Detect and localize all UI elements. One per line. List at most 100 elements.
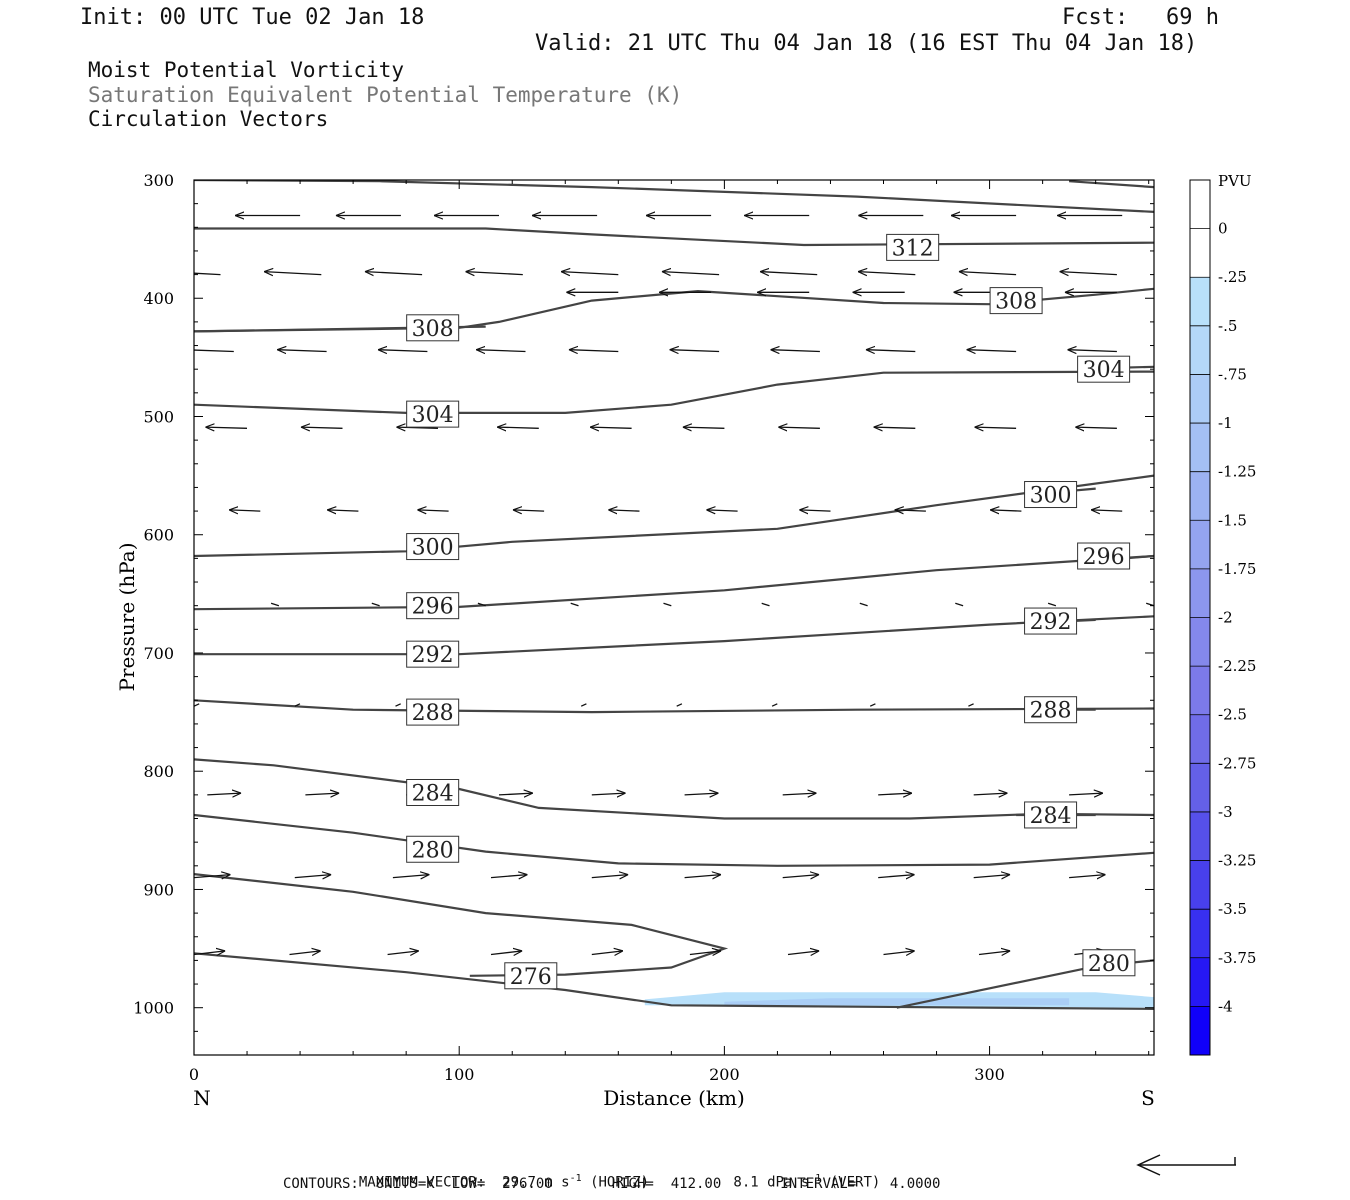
circulation-vector-7-6	[869, 703, 876, 707]
colorbar-segment-10	[1190, 666, 1210, 716]
contour-label-280-17: 280	[412, 838, 454, 863]
colorbar-segment-8	[1190, 568, 1210, 618]
contour-label-296-10: 296	[1083, 545, 1125, 570]
circulation-vector-9-0	[194, 875, 230, 878]
legend-circulation: Circulation Vectors	[88, 107, 329, 131]
x-axis-title: Distance (km)	[603, 1086, 745, 1110]
colorbar-segment-15	[1190, 909, 1210, 959]
colorbar-segment-0	[1190, 180, 1210, 230]
colorbar-label-7: -1.75	[1218, 560, 1256, 578]
circulation-vector-5-2	[417, 510, 449, 511]
valid-time: Valid: 21 UTC Thu 04 Jan 18 (16 EST Thu …	[535, 31, 1198, 56]
contour-label-300-7: 300	[412, 536, 454, 561]
circulation-vector-6-5	[761, 602, 770, 607]
colorbar-label-5: -1.25	[1218, 463, 1256, 481]
contour-276-20	[194, 952, 1154, 1010]
circulation-vector-1-6	[760, 272, 818, 275]
circulation-vector-1-4	[561, 272, 619, 275]
circulation-vector-5-4	[608, 510, 640, 511]
circulation-vector-1-8	[959, 272, 1017, 275]
pv-shade-1	[724, 998, 1070, 1006]
circulation-vector-6-2	[477, 602, 486, 607]
circulation-vector-8-1	[305, 793, 339, 795]
y-axis-title: Pressure (hPa)	[115, 543, 139, 692]
colorbar-segment-13	[1190, 811, 1210, 862]
colorbar-segment-3	[1190, 325, 1210, 375]
circulation-vector-3-0	[194, 349, 234, 353]
colorbar-label-12: -3	[1218, 803, 1233, 821]
circulation-vector-9-7	[878, 875, 914, 878]
contour-292-11	[194, 615, 1154, 656]
colorbar-label-9: -2.25	[1218, 657, 1256, 675]
circulation-vector-9-8	[973, 875, 1010, 878]
colorbar-segment-5	[1190, 423, 1210, 473]
x-tick-label-200: 200	[709, 1065, 740, 1084]
circulation-vector-8-3	[498, 793, 533, 795]
contour-288-13	[194, 699, 1154, 714]
circulation-vector-1-0	[194, 272, 221, 276]
y-tick-label-600: 600	[143, 526, 174, 545]
y-tick-label-900: 900	[143, 880, 174, 899]
colorbar-label-10: -2.5	[1218, 706, 1247, 724]
circulation-vector-10-2	[387, 951, 419, 955]
circulation-vector-1-1	[264, 272, 322, 275]
y-tick-label-800: 800	[143, 762, 174, 781]
vector-layer	[194, 216, 1154, 955]
colorbar-segment-2	[1190, 277, 1210, 327]
circulation-vector-9-4	[591, 875, 628, 878]
contour-label-box-5	[406, 400, 460, 428]
circulation-vector-10-8	[978, 951, 1010, 955]
colorbar-segment-4	[1190, 374, 1210, 424]
circulation-vector-3-7	[866, 350, 916, 352]
contour-label-308-3: 308	[995, 290, 1037, 315]
x-tick-label-100: 100	[444, 1065, 475, 1084]
max-vector-horiz-unit: (HORIZ)	[590, 1174, 650, 1191]
circulation-vector-1-2	[365, 272, 423, 275]
x-end-label-north: N	[193, 1086, 211, 1110]
plot-frame	[193, 179, 1155, 1056]
pv-shading-layer	[644, 992, 1154, 1008]
circulation-vector-3-4	[569, 350, 619, 352]
colorbar-label-4: -1	[1218, 414, 1233, 432]
axis-layer: 300 400 500 600 700 800 900 1000 0 100 200 300	[133, 171, 1154, 1084]
circulation-vector-5-7	[895, 510, 926, 511]
circulation-vector-9-9	[1069, 875, 1105, 878]
y-tick-label-1000: 1000	[133, 999, 174, 1018]
circulation-vector-8-8	[973, 793, 1008, 795]
contour-296-9	[194, 554, 1154, 611]
circulation-vector-8-5	[684, 793, 719, 795]
circulation-vector-8-4	[591, 793, 626, 795]
colorbar-segment-9	[1190, 617, 1210, 667]
circulation-vector-7-7	[968, 703, 974, 707]
contour-label-layer: 312 308 308 304 304 300 300 296 296 292 292 288 288 2…	[406, 233, 1136, 990]
contour-label-box-18	[1082, 949, 1136, 977]
legend-mpv: Moist Potential Vorticity	[88, 58, 405, 82]
circulation-vector-10-6	[787, 951, 819, 955]
circulation-vector-5-8	[990, 510, 1022, 511]
contour-312-2	[1069, 180, 1154, 189]
circulation-vector-3-1	[277, 350, 327, 352]
colorbar-segment-6	[1190, 471, 1210, 521]
contour-label-box-7	[406, 533, 460, 561]
circulation-vector-4-5	[683, 427, 725, 428]
contour-label-280-18: 280	[1088, 952, 1130, 977]
contour-label-288-13: 288	[412, 701, 454, 726]
contour-label-300-8: 300	[1030, 484, 1072, 509]
circulation-vector-6-3	[570, 602, 579, 607]
circulation-vector-5-9	[1091, 510, 1123, 511]
colorbar-segment-17	[1190, 1006, 1210, 1056]
forecast-hour-label: Fcst:	[1062, 5, 1129, 30]
contour-label-284-16: 284	[1030, 804, 1072, 829]
circulation-vector-7-1	[294, 703, 301, 707]
circulation-vector-4-1	[301, 427, 343, 428]
contour-label-276-19: 276	[510, 965, 552, 990]
colorbar-label-11: -2.75	[1218, 754, 1256, 772]
circulation-vector-3-3	[476, 350, 526, 352]
circulation-vector-3-9	[1068, 350, 1117, 352]
colorbar: 0 -.25 -.5 -.75 -1 -1.25 -1.5 -1.75 -2 -2.25 -2.5 -…	[1189, 179, 1256, 1056]
contour-304-5	[194, 370, 1154, 414]
colorbar-segment-12	[1190, 763, 1210, 813]
colorbar-unit: PVU	[1218, 172, 1252, 190]
circulation-vector-7-2	[395, 703, 401, 707]
contour-label-296-9: 296	[412, 595, 454, 620]
